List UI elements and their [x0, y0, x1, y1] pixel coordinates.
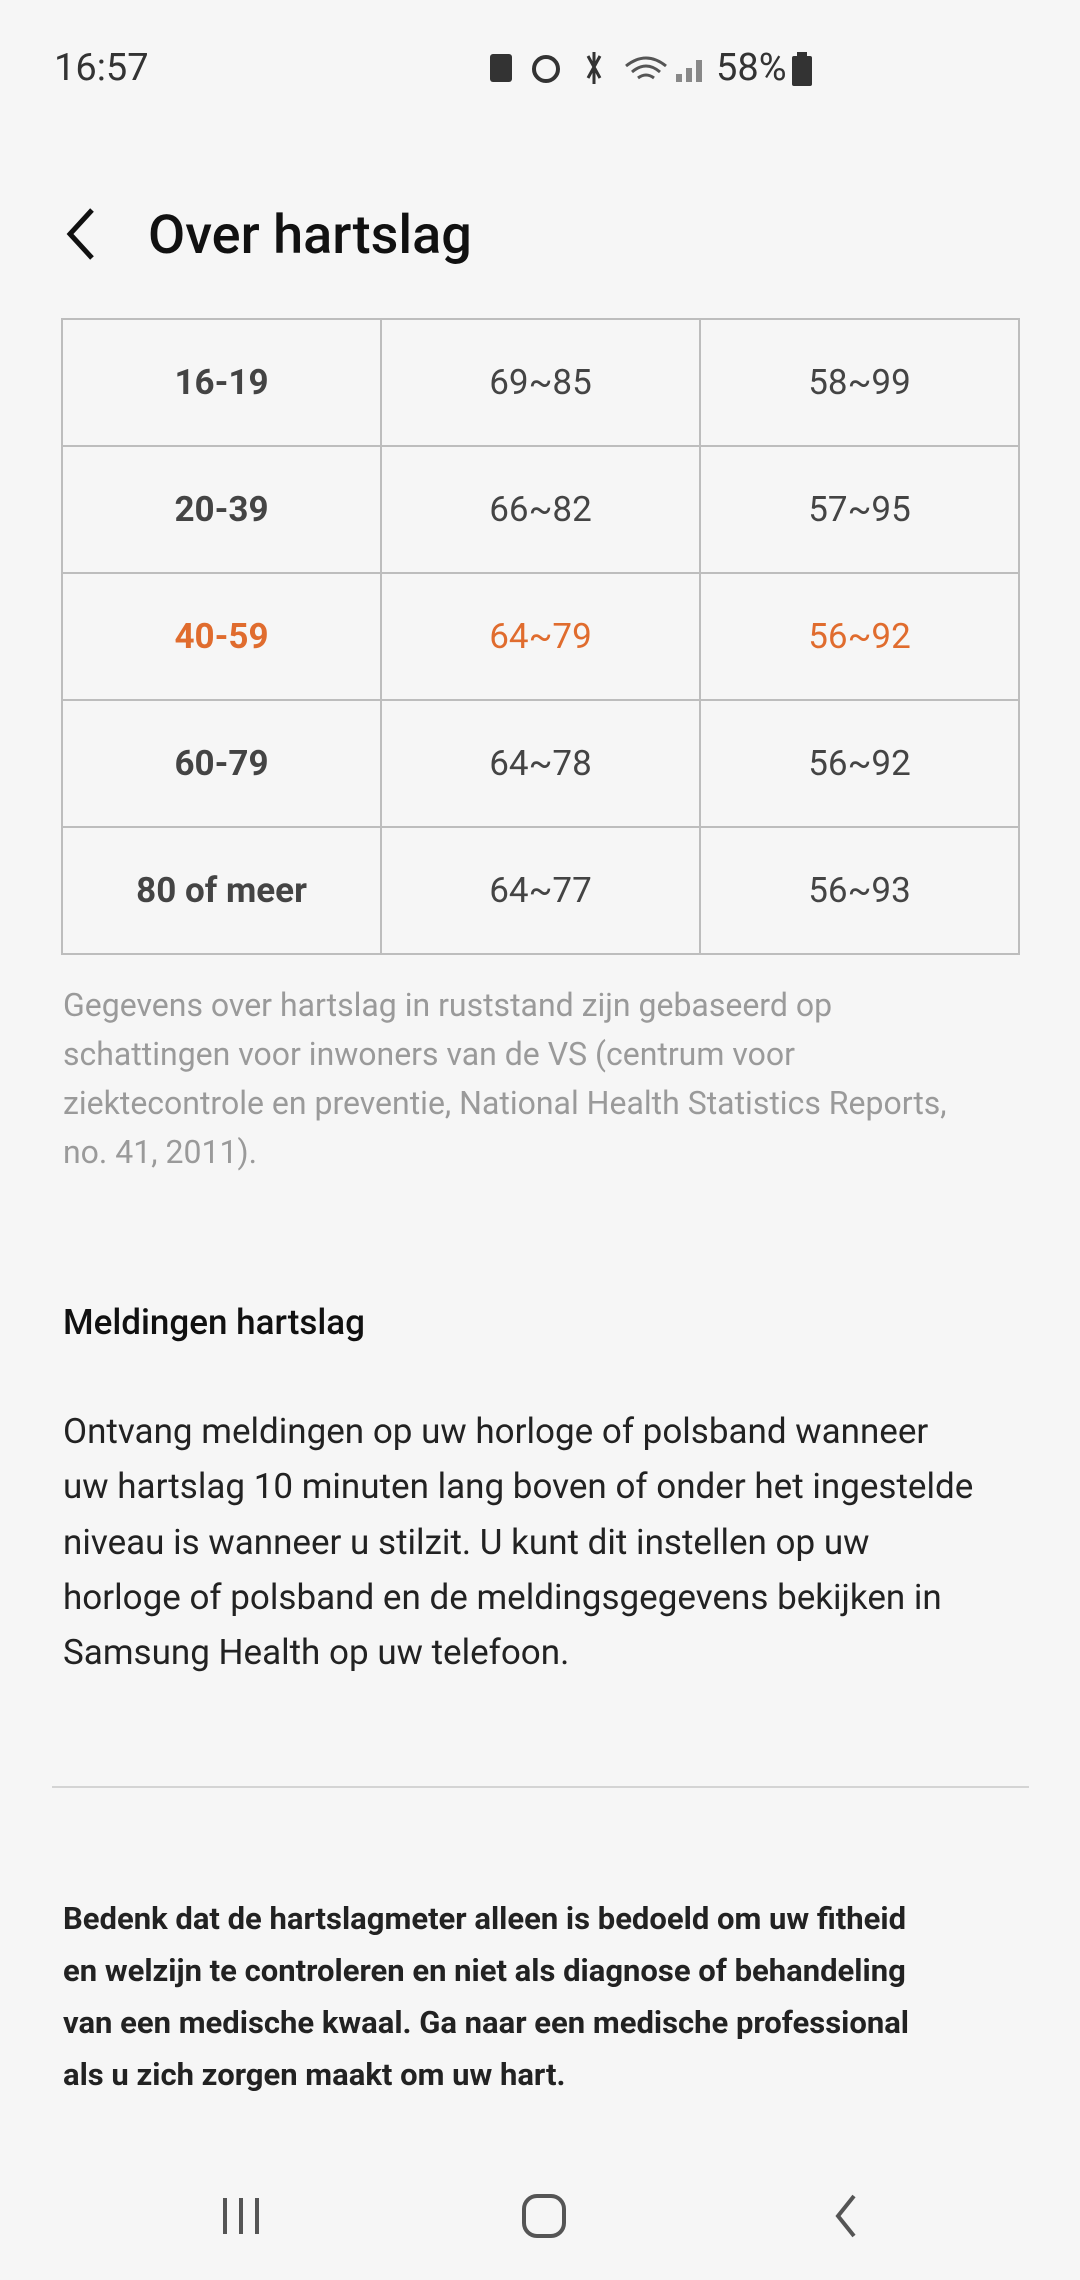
table-cell: 64~79: [380, 572, 701, 701]
table-cell: 64~78: [380, 699, 701, 828]
text-line: Ontvang meldingen op uw horloge of polsb…: [63, 1411, 929, 1452]
table-cell: 64~77: [380, 826, 701, 955]
nav-bar: [223, 2194, 856, 2238]
text-line: uw hartslag 10 minuten lang boven of ond…: [63, 1466, 974, 1508]
table-cell: 80 of meer: [61, 826, 382, 955]
table-cell: 56~93: [699, 826, 1020, 955]
home-button[interactable]: [522, 2194, 566, 2238]
recents-button[interactable]: [223, 2198, 259, 2234]
battery-text: 58%: [716, 46, 787, 90]
section-title: Meldingen hartslag: [63, 1302, 366, 1343]
status-time: 16:57: [54, 46, 149, 90]
battery-icon: [792, 52, 812, 86]
text-line: Bedenk dat de hartslagmeter alleen is be…: [63, 1900, 907, 1937]
back-button[interactable]: [62, 206, 102, 262]
text-line: no. 41, 2011).: [63, 1133, 258, 1171]
text-line: niveau is wanneer u stilzit. U kunt dit …: [63, 1521, 870, 1563]
table-row: 80 of meer 64~77 56~93: [61, 826, 1020, 955]
text-line: Samsung Health op uw telefoon.: [63, 1632, 570, 1674]
divider: [52, 1786, 1029, 1788]
page-title: Over hartslag: [148, 204, 472, 267]
table-row: 60-79 64~78 56~92: [61, 699, 1020, 828]
text-line: horloge of polsband en de meldingsgegeve…: [63, 1576, 942, 1618]
table-row: 40-59 64~79 56~92: [61, 572, 1020, 701]
table-row: 20-39 66~82 57~95: [61, 445, 1020, 574]
table-cell: 16-19: [61, 318, 382, 447]
table-cell: 56~92: [699, 572, 1020, 701]
table-cell: 40-59: [61, 572, 382, 701]
table-cell: 60-79: [61, 699, 382, 828]
table-cell: 20-39: [61, 445, 382, 574]
table-cell: 57~95: [699, 445, 1020, 574]
table-cell: 69~85: [380, 318, 701, 447]
text-line: Gegevens over hartslag in ruststand zijn…: [63, 986, 833, 1024]
table-row: 16-19 69~85 58~99: [61, 318, 1020, 447]
table-cell: 58~99: [699, 318, 1020, 447]
text-line: ziektecontrole en preventie, National He…: [63, 1084, 947, 1122]
heart-rate-table: 16-19 69~85 58~99 20-39 66~82 57~95 40-59 64~79…: [61, 318, 1020, 955]
table-cell: 56~92: [699, 699, 1020, 828]
table-cell: 66~82: [380, 445, 701, 574]
status-icons: [490, 52, 702, 84]
back-nav-button[interactable]: [835, 2194, 856, 2238]
text-line: schattingen voor inwoners van de VS (cen…: [63, 1035, 795, 1073]
text-line: en welzijn te controleren en niet als di…: [63, 1952, 906, 1989]
text-line: als u zich zorgen maakt om uw hart.: [63, 2056, 566, 2093]
text-line: van een medische kwaal. Ga naar een medi…: [63, 2004, 909, 2041]
